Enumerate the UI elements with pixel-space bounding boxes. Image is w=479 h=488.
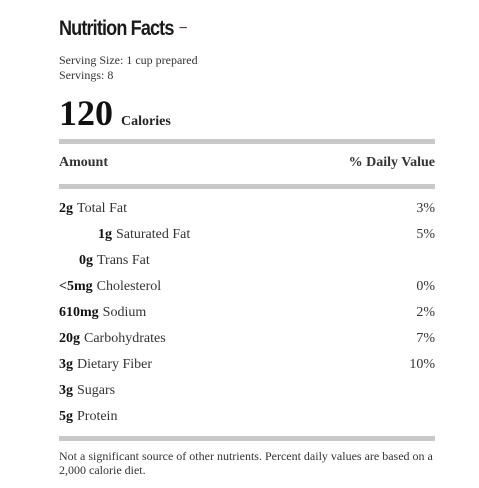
nutrient-daily-value: 2% [416, 305, 435, 320]
nutrient-amount: 3g [59, 357, 73, 372]
nutrient-row: 3g Dietary Fiber 10% [59, 355, 435, 375]
nutrient-name: Total Fat [77, 201, 127, 216]
collapse-icon[interactable]: − [178, 20, 188, 37]
nutrient-daily-value: 5% [416, 227, 435, 242]
daily-value-header: % Daily Value [348, 155, 435, 170]
calories-row: 120 Calories [59, 94, 171, 132]
amount-header: Amount [59, 155, 109, 170]
panel-title: Nutrition Facts [59, 17, 174, 40]
nutrient-name: Sodium [102, 305, 147, 320]
nutrient-row: 5g Protein [59, 407, 435, 427]
nutrient-row: 0g Trans Fat [59, 251, 435, 271]
title-row: Nutrition Facts [59, 14, 192, 44]
footnote: Not a significant source of other nutrie… [59, 449, 433, 477]
serving-size: Serving Size: 1 cup prepared [59, 53, 198, 67]
calories-label: Calories [121, 114, 171, 129]
divider-thick [59, 139, 435, 144]
nutrient-daily-value: 10% [409, 357, 435, 372]
servings-count: Servings: 8 [59, 68, 114, 82]
nutrient-amount: 3g [59, 383, 73, 398]
column-header: Amount % Daily Value [59, 155, 435, 175]
nutrient-row: 20g Carbohydrates 7% [59, 329, 435, 349]
nutrient-row: 610mg Sodium 2% [59, 303, 435, 323]
nutrient-name: Protein [77, 409, 118, 424]
nutrient-daily-value: 0% [416, 279, 435, 294]
nutrient-name: Sugars [77, 383, 116, 398]
divider-thick [59, 436, 435, 441]
nutrient-amount: 610mg [59, 305, 99, 320]
nutrient-name: Saturated Fat [116, 227, 191, 242]
nutrient-name: Carbohydrates [84, 331, 166, 346]
nutrient-name: Cholesterol [96, 279, 162, 294]
nutrient-amount: 1g [98, 227, 112, 242]
divider-thick [59, 184, 435, 189]
nutrient-name: Dietary Fiber [77, 357, 153, 372]
nutrient-amount: 20g [59, 331, 80, 346]
nutrient-amount: 2g [59, 201, 73, 216]
nutrient-daily-value: 3% [416, 201, 435, 216]
nutrient-row: 1g Saturated Fat 5% [59, 225, 435, 245]
nutrient-row: 3g Sugars [59, 381, 435, 401]
nutrient-name: Trans Fat [97, 253, 150, 268]
nutrient-amount: 5g [59, 409, 73, 424]
calories-value: 120 [59, 93, 113, 133]
nutrient-amount: 0g [79, 253, 93, 268]
nutrient-amount: <5mg [59, 279, 93, 294]
nutrient-row: 2g Total Fat 3% [59, 199, 435, 219]
nutrient-daily-value: 7% [416, 331, 435, 346]
nutrient-row: <5mg Cholesterol 0% [59, 277, 435, 297]
